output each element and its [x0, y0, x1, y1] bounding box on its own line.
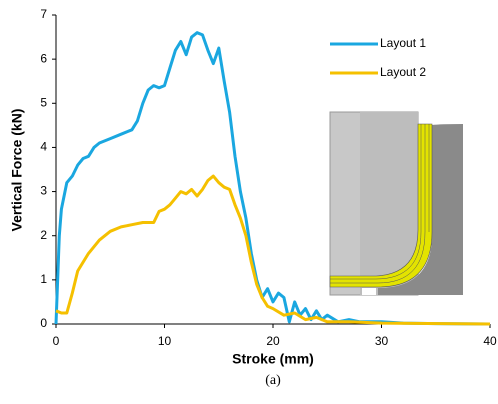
- x-tick-label: 10: [158, 334, 172, 348]
- y-tick-label: 2: [40, 228, 47, 242]
- inset-illustration: [330, 112, 463, 295]
- y-tick-label: 0: [40, 316, 47, 330]
- x-tick-label: 0: [53, 334, 60, 348]
- x-axis-label: Stroke (mm): [232, 351, 314, 367]
- y-axis-label: Vertical Force (kN): [9, 109, 25, 232]
- y-tick-label: 1: [40, 272, 47, 286]
- y-tick-label: 3: [40, 184, 47, 198]
- page: Stroke (mm) Vertical Force (kN) (a) 0 1 2 3…: [0, 0, 498, 404]
- y-tick-label: 6: [40, 51, 47, 65]
- y-tick-label: 5: [40, 95, 47, 109]
- y-tick-label: 7: [40, 7, 47, 21]
- legend-label: Layout 1: [380, 36, 426, 50]
- caption: (a): [265, 373, 281, 388]
- x-tick-label: 30: [375, 334, 389, 348]
- x-tick-label: 40: [483, 334, 497, 348]
- x-tick-label: 20: [266, 334, 280, 348]
- y-tick-label: 4: [40, 140, 47, 154]
- legend-label: Layout 2: [380, 65, 426, 79]
- chart: Stroke (mm) Vertical Force (kN) (a) 0 1 2 3…: [0, 0, 498, 399]
